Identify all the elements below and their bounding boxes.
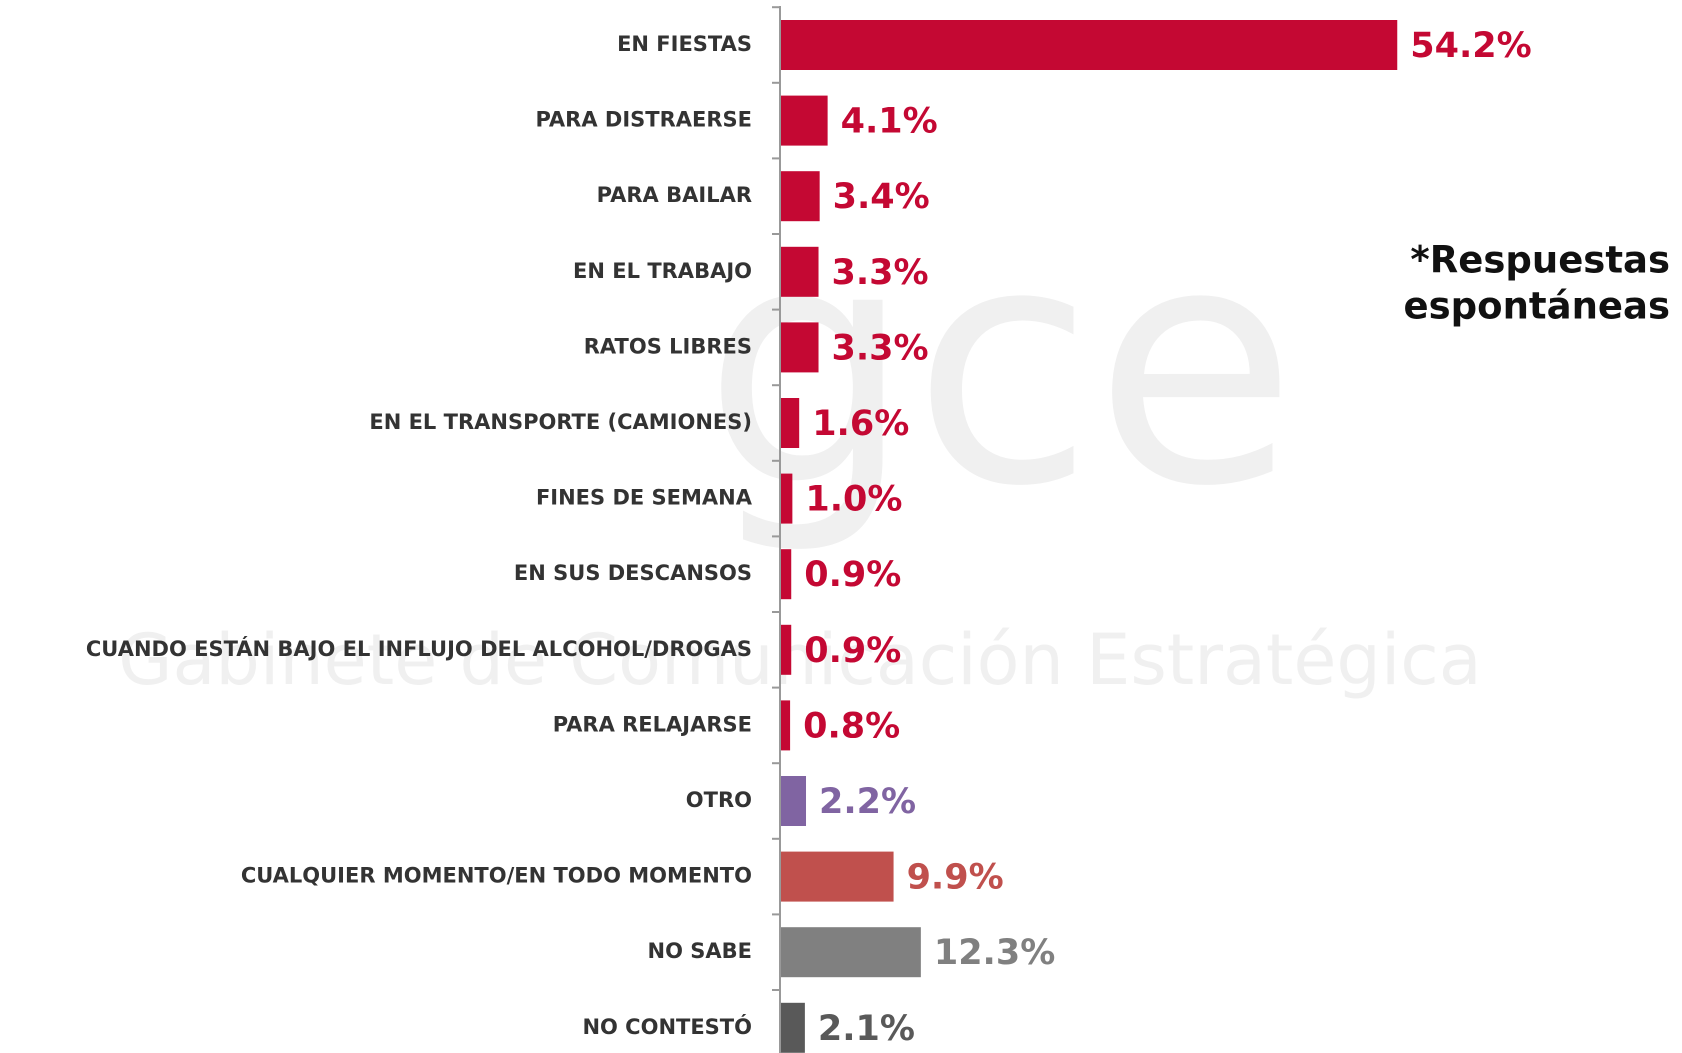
value-label: 2.1% [818,1009,915,1049]
bar [781,95,828,146]
bar [781,776,807,826]
value-label: 4.1% [841,102,938,142]
category-label: RATOS LIBRES [584,334,752,358]
bar [781,473,793,524]
bar [781,700,791,751]
category-label: PARA RELAJARSE [553,712,752,736]
category-label: PARA BAILAR [597,183,752,207]
category-label: CUALQUIER MOMENTO/EN TODO MOMENTO [241,864,752,888]
bar [781,322,819,373]
category-label: NO CONTESTÓ [582,1014,752,1039]
value-label: 54.2% [1410,26,1531,66]
value-label: 1.0% [805,480,902,520]
category-label: OTRO [686,788,752,812]
category-label: EN EL TRABAJO [573,259,752,283]
bar [781,246,819,297]
bar [781,624,792,675]
annotation: espontáneas [1404,285,1670,328]
bar [781,171,820,222]
value-label: 1.6% [812,404,909,444]
value-label: 2.2% [819,782,916,822]
bar [781,1002,805,1053]
category-label: EN SUS DESCANSOS [514,561,752,585]
bar [781,927,921,978]
annotation: *Respuestas [1410,239,1670,282]
value-label: 3.4% [833,177,930,217]
value-label: 9.9% [907,858,1004,898]
value-label: 12.3% [934,933,1055,973]
category-label: EN EL TRANSPORTE (CAMIONES) [369,410,752,434]
watermark-text: Gabinete de Comunicación Estratégica [118,619,1481,701]
bar [781,398,800,448]
value-label: 0.9% [804,631,901,671]
bar [781,20,1398,70]
value-label: 0.8% [803,706,900,746]
category-label: PARA DISTRAERSE [535,108,752,132]
value-label: 3.3% [832,328,929,368]
category-label: CUANDO ESTÁN BAJO EL INFLUJO DEL ALCOHOL… [86,636,752,661]
bar [781,851,894,902]
value-label: 0.9% [804,555,901,595]
value-label: 3.3% [832,253,929,293]
category-label: FINES DE SEMANA [536,486,753,510]
category-label: NO SABE [648,939,752,963]
bar [781,549,792,600]
category-label: EN FIESTAS [617,32,752,56]
